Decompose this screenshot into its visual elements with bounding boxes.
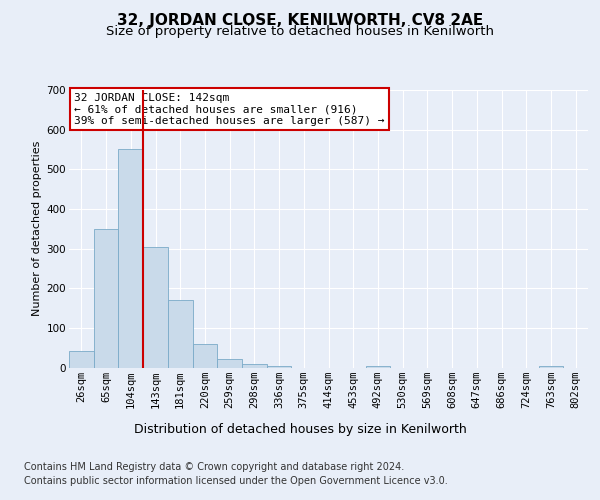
Bar — [242, 364, 267, 368]
Text: Distribution of detached houses by size in Kenilworth: Distribution of detached houses by size … — [134, 422, 466, 436]
Text: Contains public sector information licensed under the Open Government Licence v3: Contains public sector information licen… — [24, 476, 448, 486]
Bar — [69, 351, 94, 368]
Bar — [193, 344, 217, 367]
Bar — [118, 150, 143, 368]
Bar — [267, 366, 292, 368]
Bar — [168, 300, 193, 368]
Bar — [94, 229, 118, 368]
Bar — [217, 359, 242, 368]
Text: 32 JORDAN CLOSE: 142sqm
← 61% of detached houses are smaller (916)
39% of semi-d: 32 JORDAN CLOSE: 142sqm ← 61% of detache… — [74, 93, 385, 126]
Bar — [539, 366, 563, 368]
Bar — [365, 366, 390, 368]
Y-axis label: Number of detached properties: Number of detached properties — [32, 141, 43, 316]
Text: 32, JORDAN CLOSE, KENILWORTH, CV8 2AE: 32, JORDAN CLOSE, KENILWORTH, CV8 2AE — [117, 12, 483, 28]
Text: Size of property relative to detached houses in Kenilworth: Size of property relative to detached ho… — [106, 25, 494, 38]
Bar — [143, 248, 168, 368]
Text: Contains HM Land Registry data © Crown copyright and database right 2024.: Contains HM Land Registry data © Crown c… — [24, 462, 404, 472]
